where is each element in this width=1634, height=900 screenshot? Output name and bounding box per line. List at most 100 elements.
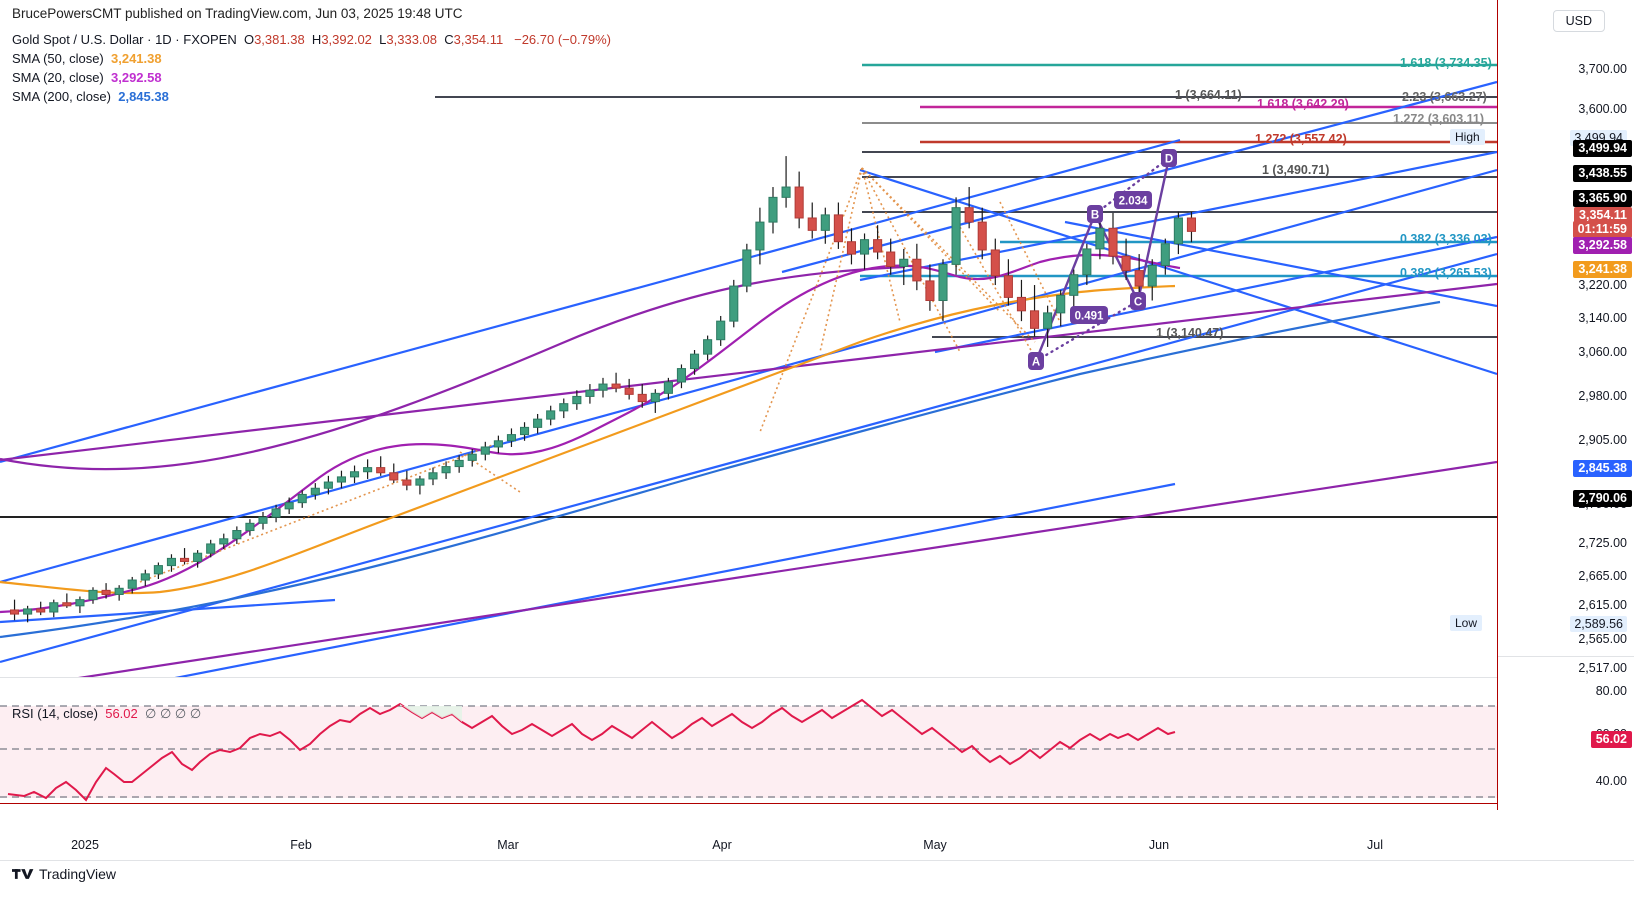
- candle-body: [519, 426, 530, 436]
- candle-body: [232, 530, 242, 540]
- trendlines-purple: [0, 265, 1497, 677]
- candle-body: [258, 516, 268, 524]
- chart-legend[interactable]: Gold Spot / U.S. Dollar · 1D · FXOPEN O3…: [12, 30, 611, 106]
- candle-body: [925, 280, 935, 302]
- price-axis-tick-3: 3,220.00: [1578, 278, 1627, 292]
- candle-body: [1160, 243, 1170, 266]
- price-axis-tick-6: 2,980.00: [1578, 389, 1627, 403]
- candle-body: [101, 589, 111, 595]
- candle-body: [807, 217, 817, 231]
- rsi-pane[interactable]: [0, 678, 1497, 803]
- legend-sep-1: ·: [143, 32, 156, 47]
- candle-body: [1043, 312, 1053, 329]
- candle-body: [480, 446, 490, 455]
- candle-body: [454, 459, 464, 468]
- candle-body: [755, 221, 765, 251]
- price-axis-pill-0[interactable]: 3,499.94: [1573, 140, 1632, 157]
- price-axis-tick-7: 2,905.00: [1578, 433, 1627, 447]
- candle-body: [153, 565, 163, 575]
- price-axis-pill-7[interactable]: 2,845.38: [1573, 460, 1632, 477]
- tradingview-mark-icon: [12, 869, 34, 879]
- harmonic-badge-label-A: A: [1032, 357, 1040, 369]
- candle-body: [88, 589, 98, 601]
- trendlines-blue: [0, 80, 1497, 677]
- price-axis-tick-5: 3,060.00: [1578, 345, 1627, 359]
- candle-body: [1082, 248, 1092, 276]
- rsi-legend[interactable]: RSI (14, close) 56.02 ∅ ∅ ∅ ∅: [12, 706, 201, 722]
- harmonic-pattern-abcd: [1034, 157, 1171, 362]
- price-axis-tick-0: 3,700.00: [1578, 62, 1627, 76]
- legend-study-row-2[interactable]: SMA (200, close) 2,845.38: [12, 87, 611, 106]
- rsi-legend-empty-3: ∅: [189, 706, 202, 721]
- chart-panes[interactable]: 1.618 (3,734.35) 2.23 (3,663.27) 1 (3,664.…: [0, 22, 1634, 832]
- rsi-upper-fill: [400, 704, 462, 722]
- legend-close-value: 3,354.11: [453, 32, 504, 47]
- pane-bottom-border: [0, 803, 1634, 804]
- candle-body: [964, 207, 974, 223]
- legend-study-row-0[interactable]: SMA (50, close) 3,241.38: [12, 49, 611, 68]
- candle-body: [1134, 270, 1144, 287]
- candle-body: [1108, 227, 1118, 257]
- price-axis[interactable]: USD 3,700.00 3,600.00 High 3,499.94 3,220.00…: [1450, 0, 1634, 810]
- rsi-line: [7, 698, 1176, 802]
- rsi-legend-empty-2: ∅: [174, 706, 187, 721]
- candle-body: [546, 410, 556, 420]
- candle-body: [768, 196, 778, 223]
- harmonic-badge-label-0.491: 0.491: [1075, 311, 1104, 323]
- candle-body: [49, 602, 59, 613]
- time-axis-label-6: Jul: [1367, 838, 1383, 852]
- harmonic-badge-bg-2.034[interactable]: [1114, 191, 1152, 209]
- price-axis-pill-4[interactable]: 01:11:59: [1572, 221, 1632, 238]
- candle-body: [297, 493, 307, 504]
- legend-low-value: 3,333.08: [386, 32, 437, 47]
- candle-body: [114, 587, 124, 595]
- legend-interval[interactable]: 1D: [155, 32, 172, 47]
- fan-lines-orange: [139, 167, 1061, 583]
- harmonic-badge-bg-0.491[interactable]: [1070, 306, 1108, 324]
- legend-study-value-0: 3,241.38: [111, 51, 162, 66]
- price-axis-pill-6[interactable]: 3,241.38: [1573, 261, 1632, 278]
- time-axis-label-5: Jun: [1148, 838, 1170, 852]
- candle-body: [376, 467, 386, 474]
- price-axis-tick-11: 2,615.00: [1578, 598, 1627, 612]
- candle-body: [794, 186, 804, 219]
- candle-body: [1056, 294, 1066, 314]
- harmonic-badge-bg-C[interactable]: [1130, 292, 1146, 310]
- time-axis[interactable]: 2025 Feb Mar Apr May Jun Jul: [0, 832, 1634, 861]
- price-axis-pill-8[interactable]: 2,790.06: [1573, 490, 1632, 507]
- price-axis-pill-3[interactable]: 3,354.11: [1574, 207, 1632, 224]
- price-axis-pill-1[interactable]: 3,438.55: [1573, 165, 1632, 182]
- legend-symbol[interactable]: Gold Spot / U.S. Dollar: [12, 32, 144, 47]
- harmonic-badge-label-C: C: [1134, 297, 1142, 309]
- candle-body: [363, 467, 373, 473]
- candle-body: [846, 241, 857, 255]
- time-axis-label-1: Feb: [290, 838, 312, 852]
- price-axis-pill-2[interactable]: 3,365.90: [1573, 190, 1632, 207]
- tradingview-logo[interactable]: TradingView: [12, 866, 116, 882]
- rsi-plot-svg: [0, 698, 1497, 802]
- harmonic-badge-label-2.034: 2.034: [1119, 196, 1148, 208]
- currency-badge[interactable]: USD: [1552, 10, 1605, 32]
- rsi-legend-empty-1: ∅: [159, 706, 172, 721]
- legend-study-row-1[interactable]: SMA (20, close) 3,292.58: [12, 68, 611, 87]
- legend-study-value-1: 3,292.58: [111, 70, 162, 85]
- price-axis-pill-5[interactable]: 3,292.58: [1573, 237, 1632, 254]
- price-pane[interactable]: 1.618 (3,734.35) 2.23 (3,663.27) 1 (3,664.…: [0, 22, 1497, 678]
- candle-body: [467, 453, 477, 461]
- legend-ohlc-row: Gold Spot / U.S. Dollar · 1D · FXOPEN O3…: [12, 30, 611, 49]
- price-axis-pill-9[interactable]: 56.02: [1590, 731, 1632, 748]
- candle-body: [886, 251, 896, 267]
- candle-body: [1003, 275, 1013, 298]
- harmonic-badge-bg-D[interactable]: [1161, 149, 1177, 167]
- candle-body: [585, 389, 595, 397]
- candle-body: [9, 609, 20, 615]
- harmonic-badge-bg-A[interactable]: [1028, 352, 1044, 370]
- fib-label-0: 1.618 (3,734.35): [1400, 56, 1492, 70]
- price-axis-tick-14: 2,517.00: [1578, 661, 1627, 675]
- rsi-legend-value: 56.02: [105, 706, 138, 721]
- candle-body: [441, 466, 451, 474]
- legend-sep-2: ·: [171, 32, 184, 47]
- tradingview-logo-text: TradingView: [39, 866, 117, 882]
- rsi-legend-empty-0: ∅: [145, 706, 157, 721]
- harmonic-badge-bg-B[interactable]: [1087, 205, 1103, 223]
